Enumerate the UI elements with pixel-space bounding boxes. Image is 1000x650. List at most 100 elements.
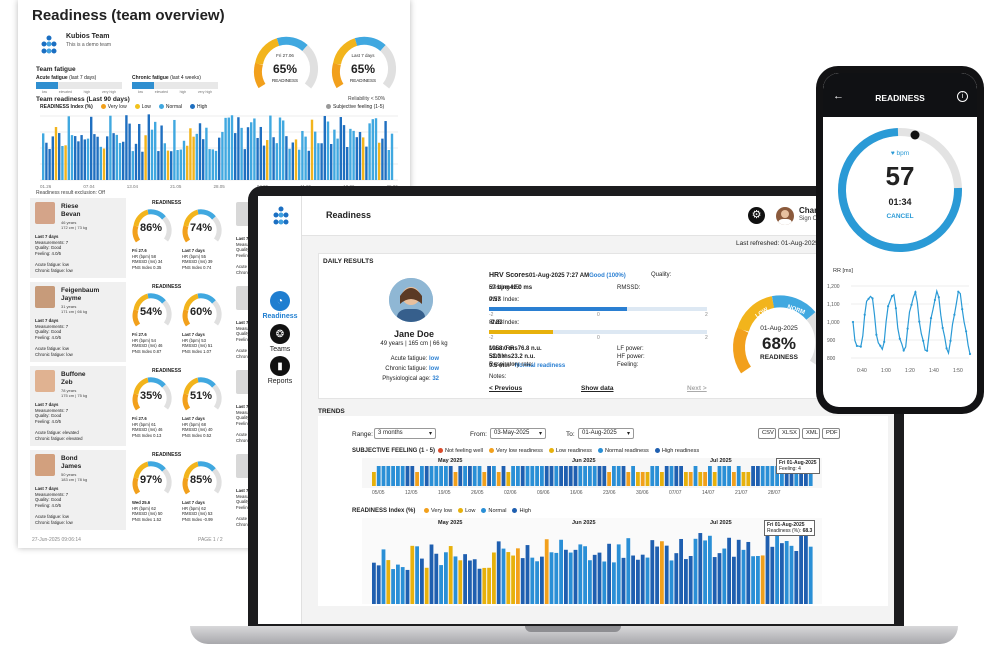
readiness-bar	[496, 541, 501, 604]
rr-point	[949, 339, 952, 342]
sidebar-item-teams[interactable]: ❂ Teams	[258, 324, 302, 353]
subjective-feeling-bar	[463, 466, 467, 486]
phone-title: READINESS	[875, 93, 925, 103]
rr-point	[922, 339, 925, 342]
kubios-logo-icon[interactable]	[270, 206, 292, 226]
subjective-feeling-bar	[621, 466, 626, 486]
info-icon[interactable]: i	[957, 91, 968, 102]
subjective-feeling-bar	[391, 466, 395, 486]
team-readiness-bar	[371, 119, 374, 180]
readiness-bar	[770, 546, 775, 604]
subjective-feeling-bar	[544, 466, 549, 486]
readiness-bar	[784, 541, 789, 604]
member-gauge-week: 74%	[180, 208, 222, 250]
subjective-feeling-bar	[472, 466, 477, 486]
rr-point	[867, 297, 870, 300]
team-readiness-bar	[272, 137, 275, 180]
laptop-base	[190, 626, 958, 644]
readiness-index-chart	[362, 518, 822, 604]
team-readiness-gauge-today: Fri 27.06 65% READINESS	[250, 34, 320, 104]
readiness-bar	[463, 554, 467, 604]
sidebar-item-readiness[interactable]: ◔ Readiness	[258, 291, 302, 320]
rr-point	[933, 298, 936, 302]
team-readiness-bar	[304, 136, 307, 180]
team-readiness-bar	[234, 133, 237, 180]
cancel-button[interactable]: CANCEL	[886, 213, 914, 220]
export-xml-button[interactable]: XML	[802, 428, 820, 439]
readiness-bar	[468, 560, 472, 604]
readiness-bar	[664, 545, 669, 604]
rr-point	[965, 330, 968, 333]
subjective-feeling-bar	[458, 466, 463, 486]
subjective-feeling-bar	[573, 466, 578, 486]
show-data-button[interactable]: Show data	[581, 385, 614, 392]
subjective-feeling-bar	[554, 466, 559, 486]
subjective-feeling-chart	[362, 458, 822, 488]
team-readiness-bar	[358, 131, 362, 180]
subjective-feeling-bar	[597, 466, 602, 486]
team-readiness-bar	[326, 121, 330, 180]
subj-month-jul: Jul 2025	[710, 458, 732, 464]
team-readiness-bar	[102, 148, 106, 180]
subjective-feeling-bar	[511, 466, 515, 486]
member-metrics-week: Last 7 days HR (bpm) 53 RMSSD (ms) 51 PNS I…	[182, 332, 213, 354]
chronic-fatigue-fill	[132, 82, 154, 89]
subjective-feeling-bar	[492, 466, 496, 486]
team-readiness-bar	[262, 145, 266, 180]
rr-point	[871, 297, 874, 300]
team-readiness-bar	[230, 115, 234, 180]
member-gauge-today: 97%	[130, 460, 172, 502]
to-label: To:	[566, 431, 575, 438]
readiness-bar	[501, 548, 506, 604]
subjective-feeling-bar	[636, 472, 640, 486]
x-tick-label: 30/06	[636, 490, 649, 496]
readiness-bar	[381, 549, 386, 604]
report-footer-date: 27-Jun-2025 09:06:14	[32, 537, 81, 543]
team-readiness-bar	[336, 138, 339, 180]
next-button[interactable]: Next >	[687, 385, 707, 392]
range-select[interactable]: 3 months ▾	[374, 428, 436, 439]
readiness-bar	[789, 545, 794, 604]
member-photo	[35, 370, 55, 392]
team-readiness-bar	[54, 127, 58, 180]
subjective-feeling-bar	[400, 466, 405, 486]
member-stats: Last 7 days Measurements: 7 Quality: Good F…	[35, 486, 73, 525]
report-title: Readiness (team overview)	[32, 7, 225, 24]
readiness-bar	[708, 535, 712, 604]
team-readiness-bar	[186, 145, 189, 180]
subjective-feeling-bar	[669, 466, 674, 486]
rr-x-tick: 1:50	[953, 368, 963, 374]
readiness-bar	[756, 555, 760, 604]
to-date-picker[interactable]: 01-Aug-2025 ▾	[578, 428, 634, 439]
readiness-chart-legend: Very low Low Normal High	[424, 508, 531, 514]
sign-out-link[interactable]: Sign Out	[799, 216, 823, 222]
subjective-feeling-bar	[549, 466, 554, 486]
back-arrow-icon[interactable]: ←	[833, 90, 844, 102]
team-readiness-bar	[122, 141, 125, 180]
chronic-fatigue-bar	[132, 82, 218, 89]
gear-icon[interactable]: ⚙	[748, 207, 765, 224]
rr-point	[918, 320, 921, 323]
team-readiness-bar	[339, 117, 342, 180]
rr-axis-label: RR [ms]	[833, 268, 853, 274]
avatar[interactable]	[776, 207, 794, 225]
export-pdf-button[interactable]: PDF	[822, 428, 840, 439]
team-readiness-bar	[106, 136, 109, 180]
subjective-feeling-bar	[631, 466, 635, 486]
readiness-bar	[736, 539, 741, 604]
subjective-feeling-bar	[372, 472, 376, 486]
readiness-chart-title: READINESS Index (%)	[352, 508, 416, 514]
sidebar-item-reports[interactable]: ▮ Reports	[258, 356, 302, 385]
previous-button[interactable]: < Previous	[489, 385, 523, 392]
rr-point	[894, 307, 897, 310]
team-readiness-bar	[387, 150, 390, 180]
readiness-bar	[616, 544, 621, 604]
sns-index-fill	[489, 330, 553, 334]
export-csv-button[interactable]: CSV	[758, 428, 776, 439]
from-date-picker[interactable]: 03-May-2025 ▾	[490, 428, 546, 439]
member-photo	[35, 454, 55, 476]
readiness-bar	[376, 565, 381, 604]
team-readiness-bar	[48, 149, 51, 180]
export-xlsx-button[interactable]: XLSX	[778, 428, 800, 439]
member-readiness-label: READINESS	[152, 368, 182, 374]
